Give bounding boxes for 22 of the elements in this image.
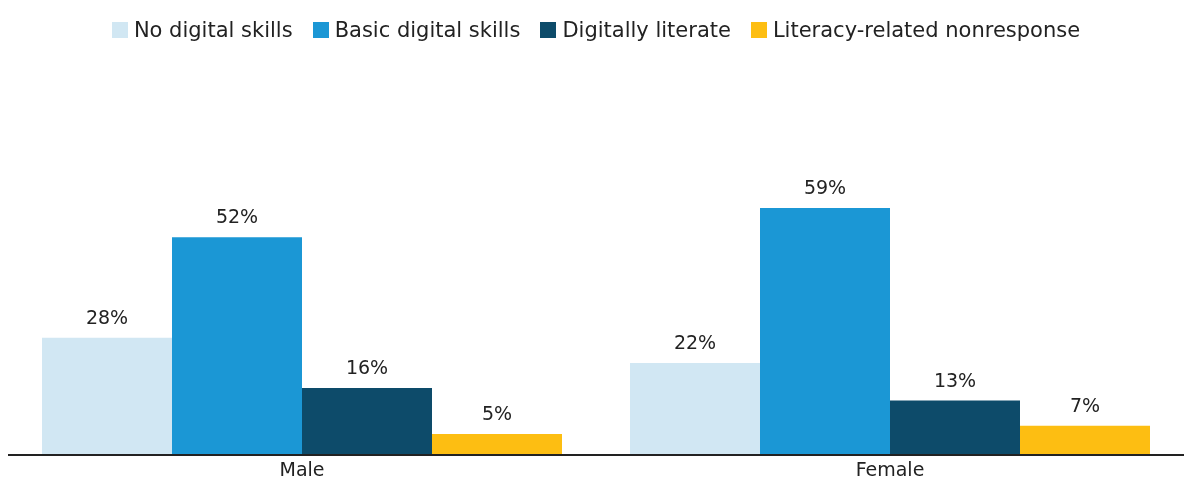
- data-label: 16%: [345, 356, 389, 379]
- bar: [42, 337, 172, 455]
- legend-label: Digitally literate: [561, 18, 731, 42]
- data-label: 28%: [85, 305, 129, 328]
- legend-label: No digital skills: [132, 18, 293, 42]
- x-tick-label: Female: [855, 458, 925, 481]
- data-label: 22%: [673, 330, 717, 353]
- x-tick-label: Male: [279, 458, 325, 481]
- legend-label: Basic digital skills: [333, 18, 521, 42]
- legend-label: Literacy-related nonresponse: [771, 18, 1081, 42]
- data-label: 5%: [481, 402, 513, 425]
- data-label: 7%: [1069, 393, 1101, 416]
- bar: [172, 237, 302, 455]
- bar: [302, 388, 432, 455]
- bar: [630, 362, 760, 455]
- bar: [760, 208, 890, 455]
- data-label: 52%: [215, 205, 259, 228]
- bar: [432, 434, 562, 455]
- bar: [1020, 425, 1150, 455]
- bar: [890, 400, 1020, 455]
- data-label: 13%: [933, 368, 977, 391]
- data-label: 59%: [803, 176, 847, 198]
